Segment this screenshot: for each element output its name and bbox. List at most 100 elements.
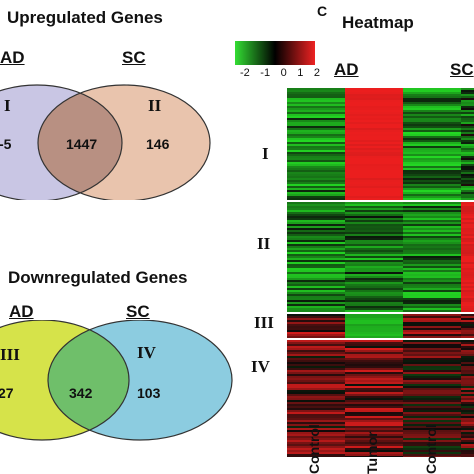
heatmap-cell [287, 158, 345, 160]
heatmap-cell [403, 398, 461, 400]
heatmap-cell [403, 394, 461, 396]
heatmap-cell [345, 394, 403, 396]
heatmap-cell [461, 398, 474, 400]
heatmap-cell [403, 100, 461, 102]
heatmap-cell [403, 386, 461, 388]
heatmap-cell [403, 456, 461, 457]
heatmap-cell [345, 316, 403, 318]
heatmap-cell [287, 198, 345, 200]
heatmap-cell [345, 152, 403, 154]
heatmap-cell [461, 300, 474, 302]
heatmap-cell [287, 214, 345, 216]
heatmap-cell [403, 190, 461, 192]
heatmap-cell [403, 392, 461, 394]
heatmap-cell [461, 366, 474, 368]
heatmap-cell [345, 278, 403, 280]
heatmap-cell [461, 378, 474, 380]
heatmap-cell [461, 380, 474, 382]
heatmap-cell [345, 320, 403, 322]
heatmap-cell [345, 232, 403, 234]
heatmap-cell [287, 150, 345, 152]
heatmap-cell [287, 354, 345, 356]
heatmap-cell [403, 390, 461, 392]
heatmap-cell [345, 370, 403, 372]
heatmap-cell [461, 164, 474, 166]
heatmap-cell [345, 296, 403, 298]
heatmap-cell [403, 366, 461, 368]
heatmap-cell [461, 306, 474, 308]
heatmap-cell [345, 374, 403, 376]
heatmap-cell [287, 374, 345, 376]
down-ad-label: AD [9, 302, 34, 321]
heatmap-cell [461, 344, 474, 346]
heatmap-cell [461, 376, 474, 378]
heatmap-cell [287, 238, 345, 240]
heatmap-cell [461, 148, 474, 150]
heatmap-cell [287, 406, 345, 408]
heatmap-cell [403, 304, 461, 306]
heatmap-cell [461, 106, 474, 108]
heatmap-cell [287, 228, 345, 230]
heatmap-cell [461, 320, 474, 322]
heatmap-cell [287, 288, 345, 290]
heatmap-cell [345, 318, 403, 320]
heatmap-cell [403, 424, 461, 426]
heatmap-cell [345, 366, 403, 368]
heatmap-cell [345, 342, 403, 344]
heatmap-cell [461, 336, 474, 338]
heatmap-cell [287, 382, 345, 384]
heatmap-cell [403, 422, 461, 424]
heatmap-cell [287, 92, 345, 94]
heatmap-cell [403, 266, 461, 268]
up-overlap-count: 1447 [66, 136, 98, 152]
heatmap-cell [461, 444, 474, 446]
heatmap-cell [345, 146, 403, 148]
heatmap-cell [461, 406, 474, 408]
heatmap-cell [345, 254, 403, 256]
heatmap-cell [461, 268, 474, 270]
heatmap-cell [461, 416, 474, 418]
heatmap-cell [461, 284, 474, 286]
heatmap-cell [461, 286, 474, 288]
heatmap-cell [403, 134, 461, 136]
heatmap-cell [345, 434, 403, 436]
heatmap-cell [461, 196, 474, 198]
heatmap-cell [287, 180, 345, 182]
heatmap-cell [287, 336, 345, 338]
heatmap-cell [345, 140, 403, 142]
heatmap-cell [287, 124, 345, 126]
heatmap-cell [345, 408, 403, 410]
heatmap-cell [345, 420, 403, 422]
heatmap-cell [403, 174, 461, 176]
heatmap-cell [403, 122, 461, 124]
heatmap-cell [403, 116, 461, 118]
heatmap-cell [287, 306, 345, 308]
down-sc-label: SC [126, 302, 150, 321]
heatmap-cell [345, 396, 403, 398]
heatmap-cell [287, 330, 345, 332]
up-ad-label: AD [0, 48, 25, 67]
heatmap-cell [403, 96, 461, 98]
heatmap-cell [345, 284, 403, 286]
heatmap-cell [461, 210, 474, 212]
heatmap-cell [461, 178, 474, 180]
heatmap-cell [345, 310, 403, 312]
heatmap-cell [287, 134, 345, 136]
heatmap-cell [345, 210, 403, 212]
heatmap-cell [345, 142, 403, 144]
heatmap-cell [287, 190, 345, 192]
heatmap-cell [403, 262, 461, 264]
heatmap-cell [287, 376, 345, 378]
heatmap-cell [461, 452, 474, 454]
heatmap-cell [287, 390, 345, 392]
heatmap-cell [345, 240, 403, 242]
heatmap-cell [345, 112, 403, 114]
heatmap-cell [287, 324, 345, 326]
heatmap-cell [403, 334, 461, 336]
heatmap-cell [345, 332, 403, 334]
heatmap-cell [345, 166, 403, 168]
heatmap-cell [461, 430, 474, 432]
heatmap-cell [345, 134, 403, 136]
heatmap-cell [345, 158, 403, 160]
heatmap-cell [403, 376, 461, 378]
